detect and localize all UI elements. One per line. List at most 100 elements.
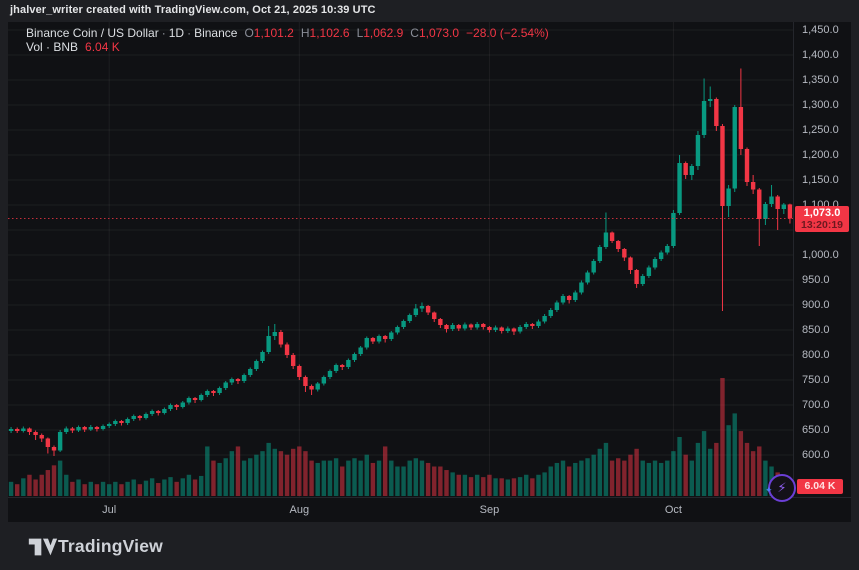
candle-body — [622, 249, 627, 258]
volume-bar — [425, 462, 431, 496]
candle-body — [211, 391, 216, 393]
flash-logo-badge[interactable]: ⚡ ✦ — [765, 474, 796, 502]
candle-body — [683, 163, 688, 175]
candle-body — [542, 316, 547, 322]
candle-body — [137, 416, 143, 418]
candle-body — [744, 149, 750, 182]
volume-bar — [744, 442, 750, 496]
volume-bar — [113, 481, 118, 496]
volume-bar — [432, 466, 437, 496]
symbol-title[interactable]: Binance Coin / US Dollar — [26, 26, 159, 40]
volume-bar — [241, 460, 247, 496]
volume-bar — [82, 484, 87, 496]
volume-bar — [481, 477, 486, 496]
candle-body — [260, 352, 265, 361]
price-tick-label: 750.0 — [802, 374, 830, 386]
volume-bar — [162, 479, 167, 496]
volume-bar — [585, 458, 590, 496]
candle-body — [579, 282, 584, 293]
volume-bar — [413, 458, 419, 496]
price-axis[interactable]: 1,450.0 1,400.0 1,350.0 1,300.0 1,250.0 1,200… — [793, 22, 852, 497]
footer-bar: TradingView — [0, 522, 859, 570]
candle-body — [708, 99, 713, 101]
candle-body — [33, 432, 38, 435]
volume-bar — [303, 451, 308, 496]
volume-bar — [88, 481, 93, 496]
tradingview-wordmark[interactable]: TradingView — [58, 536, 163, 556]
candle-body — [407, 315, 412, 321]
candle-body — [168, 405, 173, 409]
candle-body — [775, 196, 780, 209]
volume-bar — [591, 454, 596, 496]
volume-bar — [272, 448, 277, 496]
candle-body — [750, 182, 756, 190]
volume-bar — [125, 481, 130, 496]
volume-bar — [530, 478, 535, 496]
candle-body — [573, 292, 578, 300]
time-axis[interactable]: Jul Aug Sep Oct — [8, 497, 851, 523]
interval-label[interactable]: 1D — [168, 26, 185, 40]
candle-body — [732, 107, 737, 189]
candle-body — [290, 355, 296, 366]
candle-body — [432, 312, 437, 319]
volume-bar — [51, 465, 57, 496]
candle-body — [505, 328, 511, 331]
candle-body — [217, 388, 222, 393]
volume-bar — [149, 478, 155, 496]
candle-body — [340, 365, 345, 367]
volume-bar — [327, 460, 333, 496]
candle-body — [333, 365, 339, 371]
candle-body — [180, 402, 185, 407]
candle-body — [468, 324, 474, 328]
volume-bar — [609, 460, 615, 496]
chart-legend[interactable]: Binance Coin / US Dollar · 1D · Binance O1,10… — [26, 26, 549, 54]
volume-bar — [517, 477, 523, 496]
candle-body — [671, 213, 676, 246]
candle-body — [738, 107, 744, 149]
lightning-icon: ⚡ — [777, 480, 787, 495]
volume-bar — [198, 475, 204, 496]
candle-body — [781, 204, 787, 209]
volume-bar — [290, 448, 296, 496]
volume-bar — [658, 462, 664, 496]
candle-body — [695, 135, 701, 166]
legend-volume-row: Vol · BNB 6.04 K — [26, 40, 549, 54]
volume-bar — [235, 446, 241, 496]
candle-body — [401, 321, 406, 327]
candle-body — [327, 371, 333, 377]
volume-bar — [468, 477, 474, 496]
candle-body — [609, 232, 615, 241]
volume-bar — [720, 378, 725, 496]
candle-body — [603, 232, 609, 247]
candle-body — [156, 411, 161, 413]
candle-body — [315, 383, 320, 390]
candle-body — [701, 101, 707, 135]
candlestick-chart[interactable] — [8, 22, 793, 497]
volume-bar — [260, 451, 265, 496]
volume-bar — [505, 479, 511, 496]
volume-bar — [248, 458, 253, 496]
candle-body — [248, 369, 253, 375]
candle-body — [303, 377, 308, 386]
price-tick-label: 600.0 — [802, 449, 830, 461]
volume-bar — [186, 474, 192, 496]
volume-bar — [309, 460, 314, 496]
legend-separator: · — [187, 26, 192, 40]
volume-bar — [370, 462, 376, 496]
candle-body — [143, 414, 149, 418]
volume-bar — [646, 462, 652, 496]
volume-bar — [333, 458, 339, 496]
volume-bar — [131, 479, 136, 496]
candle-body — [628, 257, 633, 270]
candle-body — [278, 332, 284, 345]
tradingview-logo-icon[interactable] — [28, 537, 58, 557]
volume-bar — [566, 466, 572, 496]
candle-body — [481, 324, 486, 327]
candle-body — [425, 306, 431, 313]
volume-bar — [33, 479, 38, 496]
volume-bar — [554, 462, 560, 496]
volume-bar — [266, 442, 271, 496]
candle-body — [186, 398, 192, 403]
candle-body — [714, 99, 719, 126]
volume-bar — [560, 460, 566, 496]
